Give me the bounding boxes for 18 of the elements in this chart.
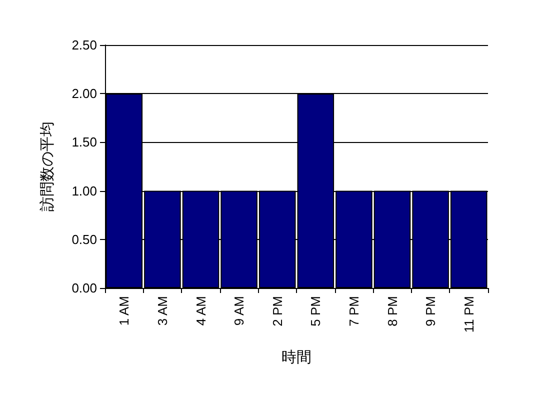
x-tick-label: 4 AM bbox=[193, 296, 208, 326]
x-tick-label: 3 AM bbox=[154, 296, 170, 326]
x-tick-label: 7 PM bbox=[346, 296, 362, 326]
x-tick-label: 5 PM bbox=[308, 296, 324, 326]
x-tick-label: 8 PM bbox=[384, 296, 400, 326]
x-tick-label: 9 PM bbox=[423, 296, 438, 326]
y-tick-label: 1.00 bbox=[72, 183, 97, 198]
x-tick-label: 11 PM bbox=[461, 296, 476, 333]
y-tick-label: 2.50 bbox=[72, 38, 97, 52]
x-tick-label: 9 AM bbox=[232, 296, 247, 326]
x-axis-title: 時間 bbox=[282, 349, 312, 366]
y-tick-label: 0.00 bbox=[72, 280, 97, 296]
x-tick-label: 1 AM bbox=[116, 296, 132, 326]
y-tick-label: 0.50 bbox=[72, 232, 97, 247]
y-axis-title: 訪問数の平均 bbox=[39, 122, 56, 212]
y-tick-label: 2.00 bbox=[72, 86, 97, 102]
y-tick-label: 1.50 bbox=[72, 134, 97, 150]
x-tick-label: 2 PM bbox=[270, 296, 285, 326]
